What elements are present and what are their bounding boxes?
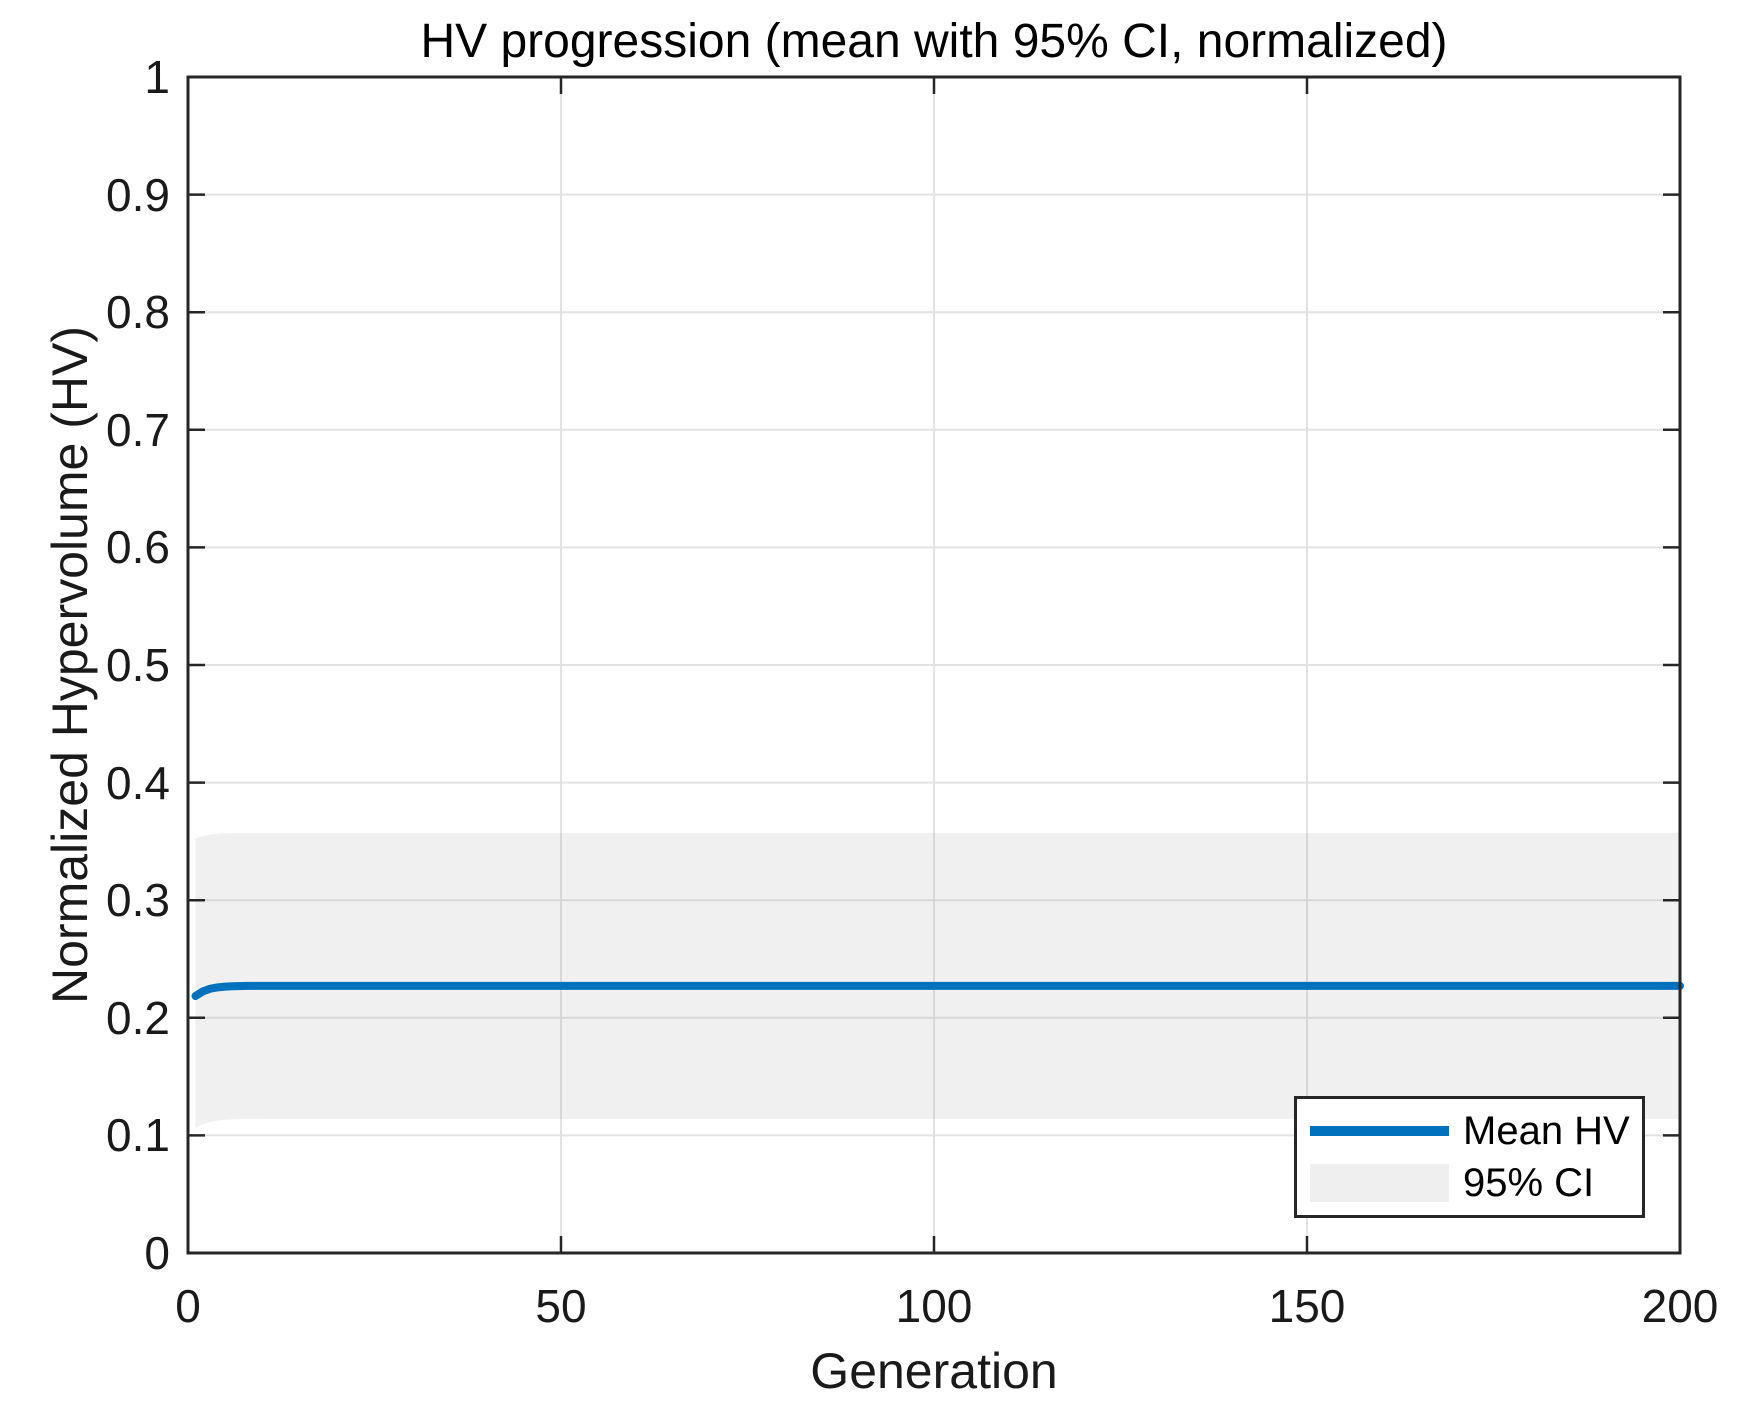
legend-entry-95-ci: 95% CI xyxy=(1310,1162,1642,1204)
x-tick-label: 100 xyxy=(895,1280,973,1332)
legend-patch-swatch xyxy=(1310,1164,1449,1203)
x-tick-label: 0 xyxy=(175,1280,201,1332)
x-tick-label: 50 xyxy=(535,1280,587,1332)
chart-title: HV progression (mean with 95% CI, normal… xyxy=(420,15,1448,68)
y-tick-label: 0.6 xyxy=(106,521,170,574)
y-tick-label: 0.3 xyxy=(106,874,170,927)
legend-box: Mean HV 95% CI xyxy=(1294,1096,1645,1218)
y-tick-label: 0.2 xyxy=(106,991,170,1044)
y-tick-label: 0.8 xyxy=(106,286,170,339)
y-tick-label: 1 xyxy=(144,51,170,103)
x-axis-label: Generation xyxy=(810,1343,1058,1399)
y-tick-label: 0.9 xyxy=(106,168,170,221)
x-tick-label: 150 xyxy=(1268,1280,1346,1332)
legend-line-swatch xyxy=(1310,1125,1449,1136)
legend-entry-mean-hv: Mean HV xyxy=(1310,1110,1642,1152)
x-tick-label: 200 xyxy=(1641,1280,1719,1332)
legend-label-95-ci: 95% CI xyxy=(1463,1161,1595,1206)
y-tick-label: 0.4 xyxy=(106,756,170,809)
y-tick-label: 0.7 xyxy=(106,403,170,456)
y-tick-label: 0 xyxy=(144,1227,170,1279)
y-tick-label: 0.1 xyxy=(106,1109,170,1162)
y-tick-label: 0.5 xyxy=(106,639,170,691)
legend-label-mean-hv: Mean HV xyxy=(1463,1108,1630,1153)
